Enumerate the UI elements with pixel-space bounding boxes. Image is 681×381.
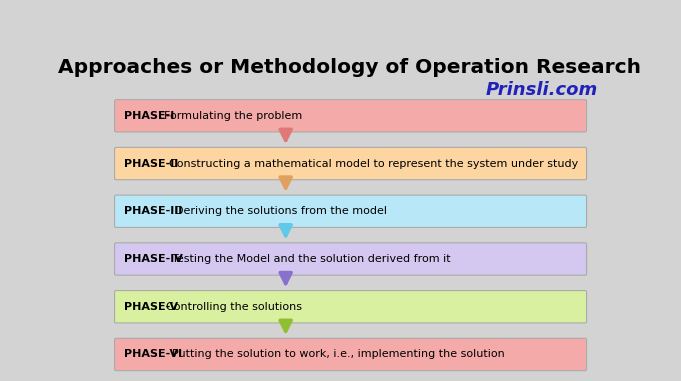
Text: Approaches or Methodology of Operation Research: Approaches or Methodology of Operation R…: [57, 58, 641, 77]
Text: PHASE-VI: PHASE-VI: [124, 349, 182, 360]
FancyBboxPatch shape: [114, 338, 586, 371]
FancyBboxPatch shape: [114, 291, 586, 323]
FancyBboxPatch shape: [114, 195, 586, 227]
FancyBboxPatch shape: [114, 243, 586, 275]
FancyBboxPatch shape: [114, 99, 586, 132]
FancyBboxPatch shape: [114, 147, 586, 180]
Text: Prinsli.com: Prinsli.com: [485, 82, 597, 99]
Text: PHASE-III: PHASE-III: [124, 206, 182, 216]
Text: Putting the solution to work, i.e., implementing the solution: Putting the solution to work, i.e., impl…: [172, 349, 505, 360]
Text: PHASE-IV: PHASE-IV: [124, 254, 183, 264]
Text: Deriving the solutions from the model: Deriving the solutions from the model: [175, 206, 387, 216]
Text: PHASE-II: PHASE-II: [124, 158, 178, 168]
Text: Formulating the problem: Formulating the problem: [164, 111, 302, 121]
Text: PHASE-I: PHASE-I: [124, 111, 174, 121]
Text: Testing the Model and the solution derived from it: Testing the Model and the solution deriv…: [172, 254, 451, 264]
Text: PHASE-V: PHASE-V: [124, 302, 178, 312]
Text: Constructing a mathematical model to represent the system under study: Constructing a mathematical model to rep…: [169, 158, 578, 168]
Text: Controlling the solutions: Controlling the solutions: [166, 302, 302, 312]
